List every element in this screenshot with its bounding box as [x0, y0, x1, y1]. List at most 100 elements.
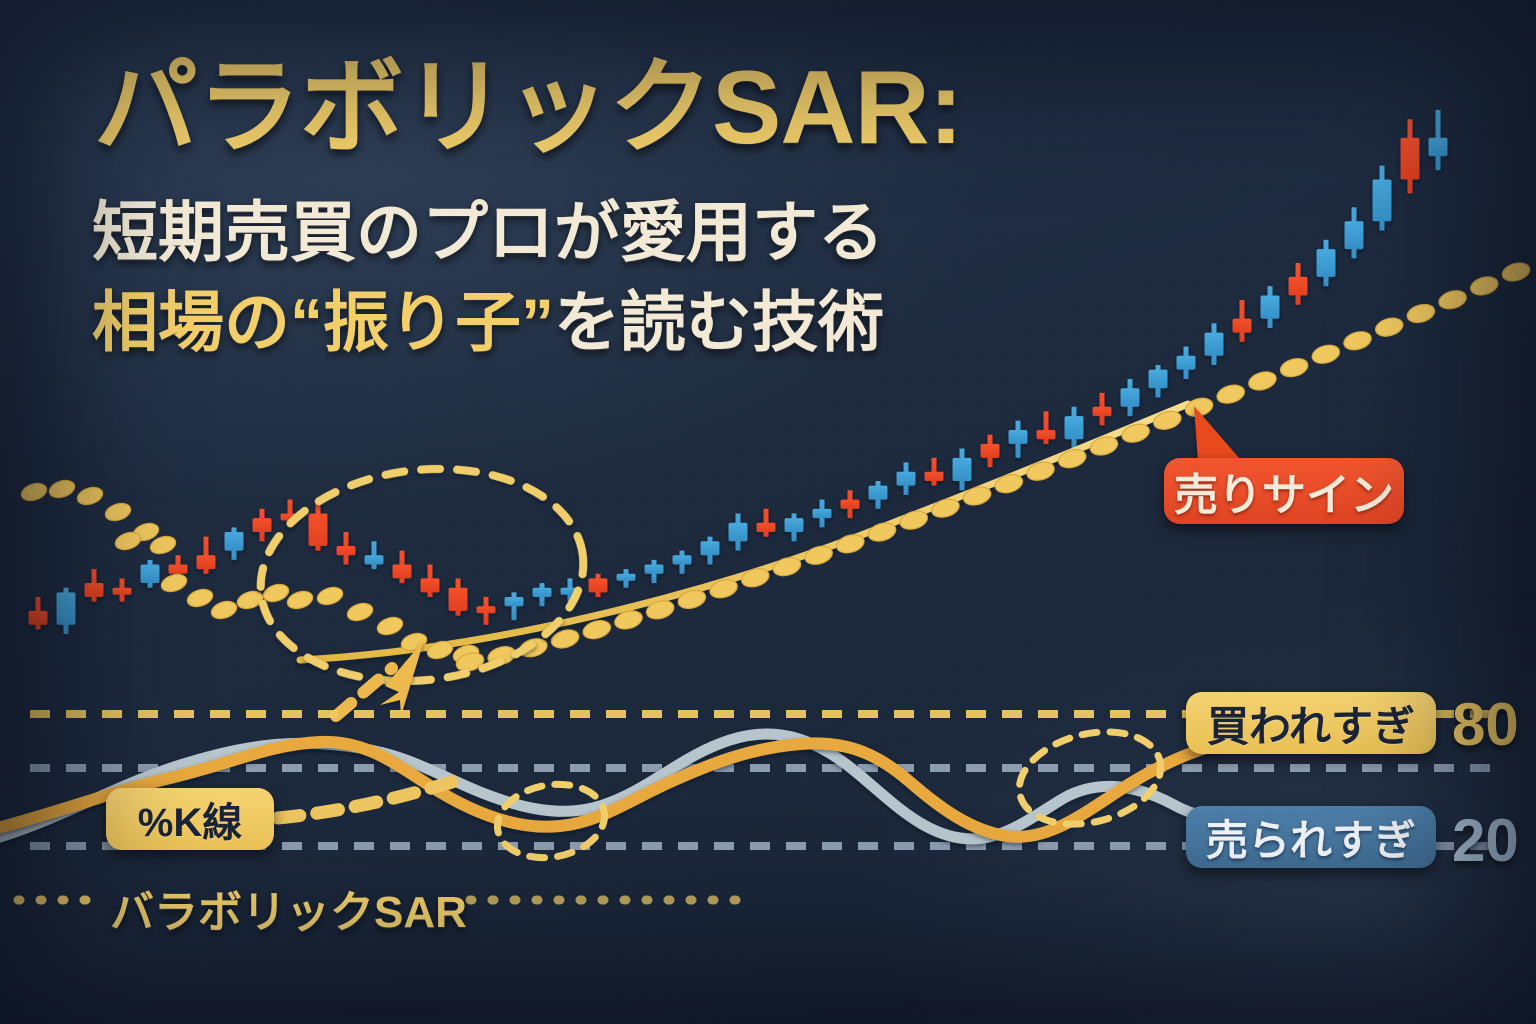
- candle-body: [1372, 179, 1392, 222]
- candle-body: [924, 471, 944, 482]
- dot-icon: [1406, 303, 1436, 324]
- candle-body: [952, 457, 972, 482]
- candle-body: [448, 587, 468, 611]
- dot-icon: [1470, 276, 1499, 296]
- parabolic-sar-dots: [20, 262, 1531, 672]
- dot-icon: [994, 474, 1024, 494]
- candle-body: [1204, 332, 1224, 356]
- status-badge-oversold[interactable]: 売られすぎ: [1186, 806, 1436, 868]
- dot-icon: [1121, 423, 1150, 443]
- candle-wick: [1043, 411, 1049, 444]
- candle-body: [980, 443, 1000, 458]
- level-value-80: 80: [1452, 691, 1519, 758]
- dot-icon: [426, 640, 454, 660]
- candle-body: [392, 564, 412, 579]
- candlestick-series: [28, 109, 1448, 635]
- candle-body: [1428, 137, 1448, 157]
- dot-icon: [1216, 384, 1245, 404]
- dot-icon: [709, 579, 738, 599]
- dot-icon: [1438, 290, 1467, 310]
- candle-body: [1288, 276, 1308, 296]
- dot-icon: [899, 510, 929, 530]
- candle-body: [1064, 416, 1084, 440]
- subtitle-line-2-cream: を読む技術: [554, 285, 884, 359]
- candle-body: [420, 578, 440, 593]
- candle-body: [868, 485, 888, 500]
- dot-icon: [582, 620, 612, 640]
- candle-body: [336, 545, 356, 556]
- dot-icon: [1057, 449, 1087, 469]
- dot-icon: [931, 498, 960, 518]
- dot-icon: [376, 616, 404, 636]
- candle-body: [896, 471, 916, 486]
- status-badge-percent-k[interactable]: %K線: [106, 788, 274, 850]
- candle-body: [840, 499, 860, 509]
- crossover-highlight-right: [1015, 728, 1165, 828]
- candle-body: [1176, 355, 1196, 370]
- candle-body: [616, 573, 636, 581]
- candle-body: [364, 555, 384, 565]
- dot-icon: [836, 534, 865, 554]
- subtitle-line-2: 相場の“振り子”を読む技術: [92, 285, 884, 360]
- candle-body: [308, 513, 328, 546]
- candle-body: [196, 555, 216, 570]
- candle-body: [1260, 295, 1280, 319]
- percent-k-leader: [271, 775, 459, 825]
- candle-body: [168, 564, 188, 574]
- dot-icon: [550, 629, 580, 649]
- candle-body: [28, 610, 48, 625]
- candle-body: [84, 583, 104, 597]
- candle-body: [1120, 388, 1140, 407]
- dot-icon: [455, 652, 485, 672]
- dot-icon: [316, 586, 344, 606]
- dot-icon: [48, 479, 76, 499]
- dot-icon: [346, 602, 374, 622]
- candle-body: [588, 578, 608, 593]
- status-badge-sell-signal[interactable]: 売りサイン: [1164, 458, 1404, 524]
- ellipse-highlight-icon: [256, 464, 588, 686]
- dot-icon: [20, 482, 48, 502]
- arrow-up-right-icon: [330, 640, 424, 722]
- dot-icon: [677, 589, 707, 610]
- candle-body: [756, 522, 776, 533]
- dot-icon: [236, 590, 264, 610]
- dot-icon: [1026, 461, 1055, 481]
- candle-body: [1400, 137, 1420, 180]
- dot-icon: [114, 531, 142, 551]
- candle-body: [112, 587, 132, 595]
- dot-icon: [210, 600, 238, 620]
- level-value-20: 20: [1452, 807, 1519, 874]
- candle-body: [728, 522, 748, 542]
- candle-body: [224, 532, 244, 551]
- dot-icon: [645, 600, 675, 620]
- dot-icon: [741, 568, 770, 588]
- candle-body: [672, 555, 692, 565]
- candle-body: [1008, 429, 1028, 444]
- status-badge-overbought[interactable]: 買われすぎ: [1186, 692, 1436, 754]
- dot-icon: [1311, 344, 1341, 364]
- percent-k-line: [0, 729, 1366, 843]
- dot-icon: [1343, 331, 1372, 351]
- candle-body: [1316, 249, 1336, 277]
- dot-icon: [1279, 357, 1309, 378]
- dot-icon: [262, 583, 290, 603]
- dot-icon: [286, 590, 314, 610]
- candle-body: [1148, 369, 1168, 389]
- dot-icon: [1153, 410, 1182, 430]
- candle-body: [476, 606, 496, 614]
- dot-icon: [614, 610, 643, 630]
- dot-icon: [772, 557, 802, 577]
- candle-body: [812, 508, 832, 519]
- subtitle-line-2-gold: 相場の“振り子”: [92, 285, 554, 359]
- candle-body: [532, 587, 552, 597]
- subtitle-line-1: 短期売買のプロが愛用する: [92, 195, 884, 269]
- candle-body: [140, 564, 160, 584]
- candle-body: [784, 518, 804, 533]
- crossover-highlight-left: [493, 780, 609, 862]
- dot-icon: [160, 573, 188, 593]
- candle-body: [1232, 318, 1252, 333]
- dot-icon: [76, 486, 104, 506]
- candle-body: [700, 541, 720, 556]
- dot-icon: [804, 545, 833, 565]
- candle-body: [56, 592, 76, 625]
